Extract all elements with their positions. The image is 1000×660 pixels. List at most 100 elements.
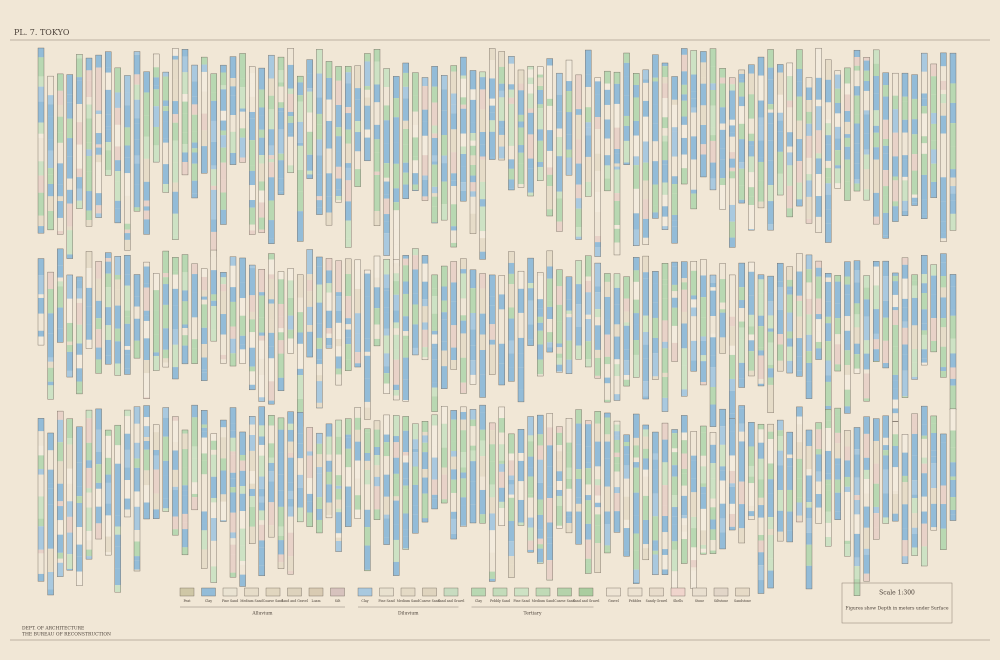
stratum (585, 446, 592, 463)
stratum (124, 467, 131, 481)
borehole (441, 405, 448, 504)
stratum (671, 184, 678, 194)
stratum (258, 340, 265, 359)
stratum (758, 479, 764, 498)
stratum (623, 454, 630, 466)
stratum (729, 237, 736, 248)
stratum (671, 226, 678, 244)
stratum (210, 120, 217, 142)
stratum (450, 93, 457, 105)
stratum (354, 151, 361, 170)
stratum (652, 550, 659, 555)
borehole (469, 409, 477, 524)
borehole (200, 268, 208, 381)
stratum (719, 178, 726, 186)
stratum (786, 165, 793, 186)
borehole (613, 420, 621, 533)
stratum (95, 451, 102, 465)
stratum (479, 238, 486, 252)
stratum (374, 465, 380, 477)
stratum (796, 199, 803, 207)
stratum (191, 439, 198, 447)
borehole (402, 62, 409, 199)
borehole-outline (604, 412, 611, 554)
stratum (335, 533, 342, 538)
stratum (402, 72, 409, 87)
stratum (191, 65, 198, 82)
borehole-outline (239, 257, 246, 364)
stratum (767, 493, 774, 518)
stratum (825, 522, 832, 537)
stratum (882, 469, 889, 494)
borehole-outline (37, 418, 45, 582)
stratum (623, 53, 630, 63)
stratum (268, 462, 275, 472)
stratum (662, 83, 668, 99)
stratum (268, 155, 275, 159)
stratum (153, 352, 160, 356)
stratum (162, 358, 169, 363)
stratum (671, 452, 678, 466)
stratum (57, 483, 64, 502)
borehole (767, 423, 774, 589)
stratum (902, 540, 908, 557)
stratum (892, 513, 899, 522)
borehole-outline (690, 261, 697, 372)
stratum (364, 97, 371, 106)
stratum (431, 288, 438, 297)
stratum (921, 438, 928, 458)
stratum (546, 332, 553, 343)
stratum (806, 180, 812, 197)
borehole (489, 274, 496, 375)
stratum (662, 62, 668, 67)
borehole (738, 69, 745, 204)
stratum (38, 297, 44, 314)
stratum (470, 450, 476, 462)
stratum (297, 443, 304, 459)
stratum (114, 425, 121, 446)
stratum (662, 372, 668, 378)
stratum (364, 89, 371, 98)
stratum (825, 277, 832, 282)
stratum (345, 296, 352, 319)
stratum (873, 513, 880, 528)
stratum (604, 434, 611, 442)
stratum (700, 426, 707, 433)
stratum (402, 529, 409, 537)
borehole (297, 75, 304, 242)
stratum (873, 527, 880, 540)
borehole (556, 426, 563, 529)
stratum (345, 113, 352, 130)
legend-label: Coarse Sand (263, 599, 284, 603)
stratum (374, 124, 380, 140)
stratum (297, 487, 304, 508)
stratum (594, 242, 601, 248)
stratum (38, 431, 44, 446)
stratum (287, 441, 294, 453)
stratum (844, 83, 851, 95)
stratum (412, 72, 419, 96)
stratum (825, 223, 832, 243)
stratum (614, 439, 620, 453)
stratum (76, 122, 83, 145)
stratum (230, 423, 236, 431)
borehole-outline (412, 423, 419, 534)
stratum (508, 89, 515, 98)
legend-label: Loam (312, 599, 321, 603)
stratum (854, 152, 860, 164)
stratum (76, 58, 83, 78)
stratum (700, 83, 707, 106)
stratum (671, 262, 678, 267)
borehole (162, 407, 170, 512)
stratum (345, 143, 352, 164)
stratum (191, 104, 198, 115)
stratum (479, 159, 486, 182)
borehole (450, 410, 457, 540)
stratum (105, 273, 112, 288)
stratum (335, 537, 342, 542)
stratum (182, 94, 188, 102)
stratum (153, 290, 160, 311)
borehole (940, 253, 947, 378)
stratum (124, 105, 131, 128)
borehole (671, 76, 678, 244)
